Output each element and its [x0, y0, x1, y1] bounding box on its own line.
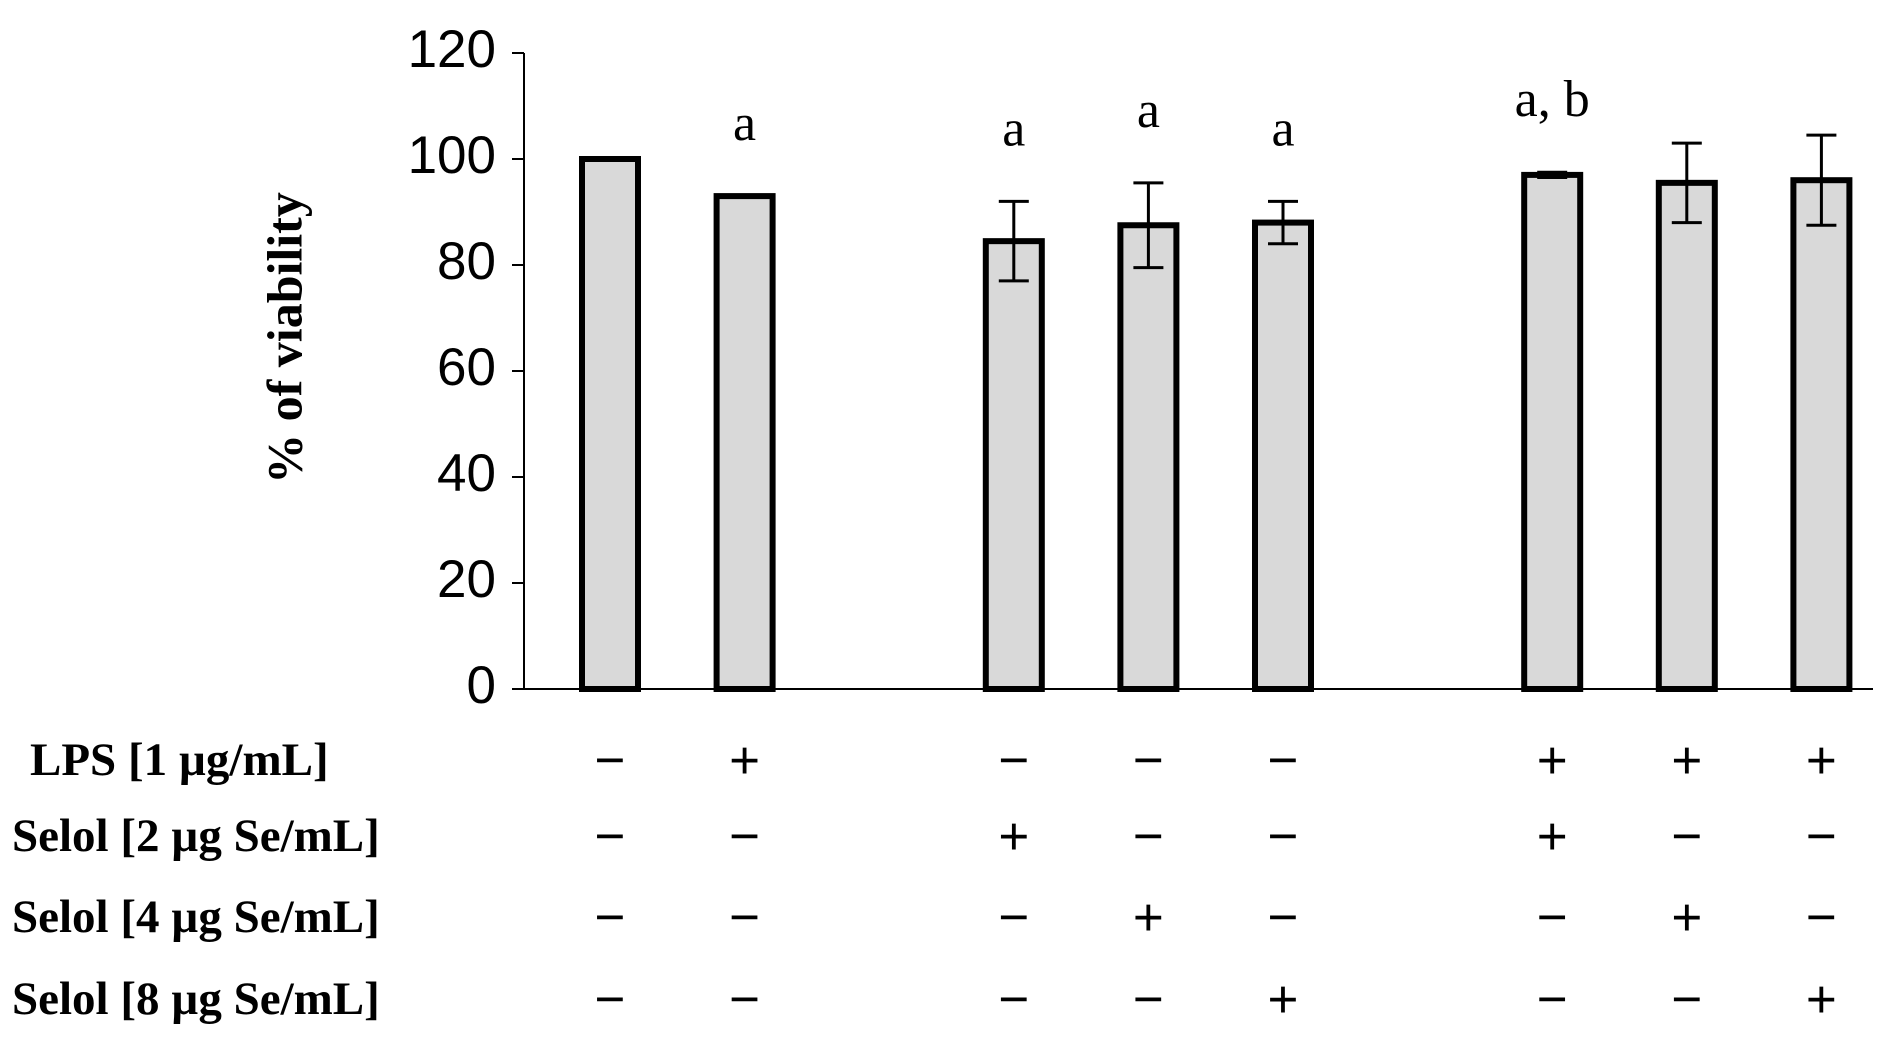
treatment-mark: + — [1806, 731, 1837, 790]
treatment-mark: − — [1268, 731, 1299, 790]
treatment-mark: − — [1806, 888, 1837, 947]
y-tick-label: 100 — [408, 126, 496, 185]
row-label: LPS [1 µg/mL] — [30, 734, 329, 786]
error-bar — [1806, 133, 1837, 227]
treatment-mark: − — [1133, 970, 1164, 1029]
error-bar — [998, 199, 1029, 283]
treatment-mark: − — [998, 731, 1029, 790]
treatment-mark: + — [729, 731, 760, 790]
treatment-mark: − — [1806, 807, 1837, 866]
row-label: Selol [8 µg Se/mL] — [12, 973, 380, 1025]
treatment-mark: − — [998, 970, 1029, 1029]
y-tick-label: 120 — [408, 20, 496, 79]
treatment-mark: − — [1133, 731, 1164, 790]
y-axis-label: % of viability — [256, 192, 312, 484]
bar — [1117, 222, 1180, 692]
error-bar — [1268, 199, 1298, 246]
treatment-mark: − — [1671, 807, 1702, 866]
treatment-mark: − — [595, 731, 626, 790]
treatment-mark: − — [1537, 970, 1568, 1029]
treatment-mark: − — [1268, 807, 1299, 866]
annotation: a — [1002, 100, 1025, 157]
error-bar — [1537, 170, 1568, 180]
error-bar — [1671, 141, 1702, 225]
annotation: a — [733, 95, 756, 152]
y-tick-label: 40 — [437, 444, 496, 503]
annotation: a, b — [1515, 71, 1590, 128]
treatment-mark: + — [1537, 807, 1568, 866]
treatment-mark: + — [1806, 970, 1837, 1029]
y-tick-label: 80 — [437, 232, 496, 291]
y-tick-label: 0 — [467, 656, 496, 715]
bar — [1655, 179, 1718, 692]
bar — [1790, 177, 1853, 692]
treatment-mark: − — [595, 888, 626, 947]
treatment-mark: + — [998, 807, 1029, 866]
treatment-mark: − — [595, 970, 626, 1029]
y-tick-label: 20 — [437, 550, 496, 609]
treatment-mark: + — [1133, 888, 1164, 947]
treatment-mark: + — [1537, 731, 1568, 790]
treatment-mark: + — [1671, 731, 1702, 790]
treatment-mark: + — [1671, 888, 1702, 947]
treatment-mark: − — [1537, 888, 1568, 947]
treatment-mark: − — [729, 807, 760, 866]
bar — [713, 193, 776, 692]
treatment-mark: − — [729, 970, 760, 1029]
row-label: Selol [4 µg Se/mL] — [12, 891, 380, 943]
bar — [1252, 219, 1314, 692]
treatment-mark: + — [1268, 970, 1299, 1029]
treatment-mark: − — [729, 888, 760, 947]
annotation: a — [1271, 100, 1294, 157]
treatment-mark: − — [595, 807, 626, 866]
bar — [1521, 171, 1584, 692]
treatment-mark: − — [998, 888, 1029, 947]
error-bar — [1133, 181, 1164, 270]
treatment-mark: − — [1268, 888, 1299, 947]
row-label: Selol [2 µg Se/mL] — [12, 810, 380, 862]
treatment-mark: − — [1671, 970, 1702, 1029]
annotation: a — [1137, 82, 1160, 139]
treatment-mark: − — [1133, 807, 1164, 866]
bar — [579, 156, 641, 692]
y-tick-label: 60 — [437, 338, 496, 397]
bar — [982, 238, 1045, 692]
